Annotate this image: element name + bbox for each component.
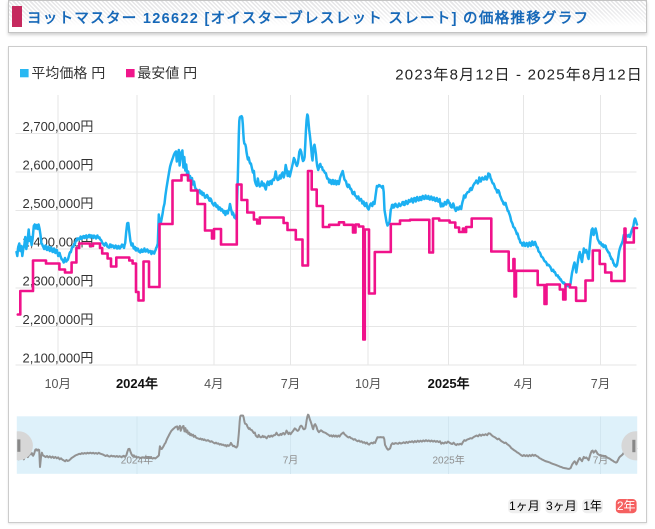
svg-text:最安値 円: 最安値 円 — [137, 65, 197, 81]
svg-text:7月: 7月 — [281, 377, 300, 391]
svg-text:2,700,000円: 2,700,000円 — [23, 119, 94, 134]
svg-text:7月: 7月 — [593, 455, 609, 467]
svg-text:2,600,000円: 2,600,000円 — [23, 158, 94, 173]
svg-text:1ヶ月: 1ヶ月 — [509, 499, 540, 513]
svg-text:2024年: 2024年 — [121, 454, 153, 467]
svg-text:2025年: 2025年 — [432, 454, 464, 467]
svg-text:2023年8月12日 - 2025年8月12日: 2023年8月12日 - 2025年8月12日 — [395, 67, 643, 84]
svg-text:2年: 2年 — [617, 499, 636, 513]
svg-text:3ヶ月: 3ヶ月 — [546, 499, 577, 513]
svg-text:10月: 10月 — [355, 377, 381, 391]
svg-text:7月: 7月 — [283, 455, 299, 467]
svg-text:2025年: 2025年 — [428, 376, 470, 391]
svg-text:1年: 1年 — [583, 499, 602, 513]
svg-text:10月: 10月 — [45, 377, 71, 391]
svg-text:2,500,000円: 2,500,000円 — [23, 196, 94, 211]
svg-text:7月: 7月 — [591, 377, 610, 391]
svg-text:平均価格 円: 平均価格 円 — [31, 65, 105, 81]
svg-text:4月: 4月 — [514, 377, 533, 391]
svg-text:2,200,000円: 2,200,000円 — [23, 312, 94, 327]
svg-text:4月: 4月 — [204, 377, 223, 391]
svg-text:2,300,000円: 2,300,000円 — [23, 273, 94, 288]
svg-text:2024年: 2024年 — [116, 376, 158, 391]
svg-text:2,100,000円: 2,100,000円 — [23, 350, 94, 365]
